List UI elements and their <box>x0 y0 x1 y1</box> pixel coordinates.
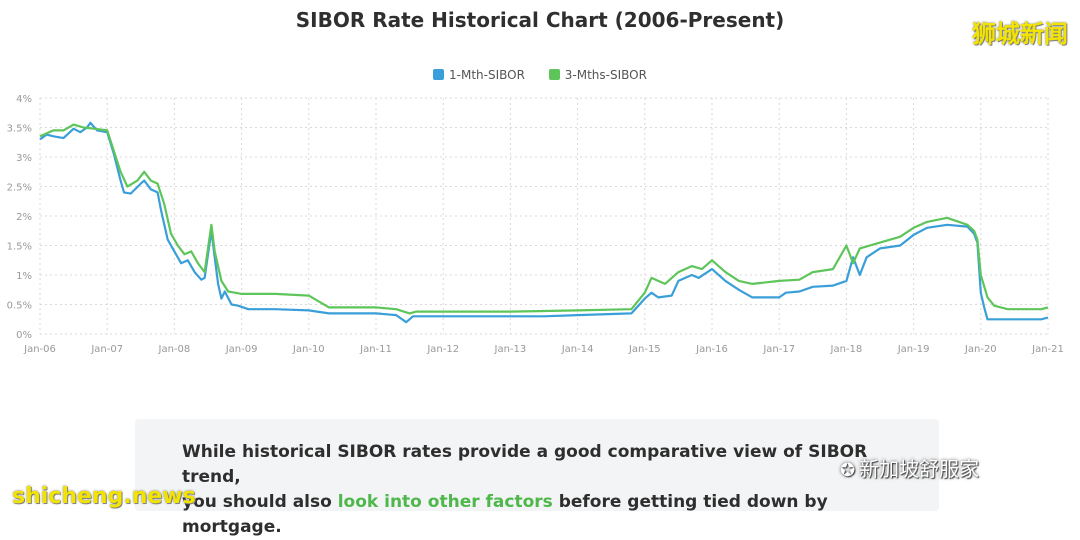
line-chart: 0% 0.5% 1% 1.5% 2% 2.5% 3% 3.5% 4% Jan-06 Jan-07 Ja… <box>7 94 1064 355</box>
x-tick-label: Jan-17 <box>762 344 795 355</box>
x-tick-label: Jan-08 <box>158 344 191 355</box>
caption-text: While historical SIBOR rates provide a g… <box>182 440 922 540</box>
chart-legend: 1-Mth-SIBOR 3-Mths-SIBOR <box>0 68 1080 82</box>
x-tick-label: Jan-21 <box>1031 344 1064 355</box>
x-tick-label: Jan-19 <box>897 344 930 355</box>
x-tick-label: Jan-16 <box>695 344 728 355</box>
watermark-wechat-label: 新加坡舒服家 <box>859 457 980 481</box>
legend-label-1m: 1-Mth-SIBOR <box>449 68 525 82</box>
x-tick-label: Jan-06 <box>23 344 56 355</box>
x-tick-label: Jan-15 <box>628 344 661 355</box>
x-tick-label: Jan-20 <box>964 344 997 355</box>
caption-box <box>135 419 939 511</box>
x-tick-label: Jan-12 <box>426 344 459 355</box>
y-tick-label: 4% <box>16 94 32 105</box>
chart-title: SIBOR Rate Historical Chart (2006-Presen… <box>295 8 785 32</box>
x-tick-label: Jan-07 <box>90 344 123 355</box>
x-tick-label: Jan-10 <box>292 344 325 355</box>
series-line-3-mths-sibor <box>39 123 1049 315</box>
y-tick-label: 3% <box>16 153 32 164</box>
legend-item-3m[interactable]: 3-Mths-SIBOR <box>548 68 647 82</box>
x-tick-label: Jan-09 <box>225 344 258 355</box>
wechat-icon: ✪ <box>840 460 856 481</box>
watermark-top-right: 狮城新闻 <box>972 20 1068 48</box>
legend-label-3m: 3-Mths-SIBOR <box>564 68 647 82</box>
caption-pre: you should also <box>182 492 338 512</box>
y-tick-label: 2% <box>16 212 32 223</box>
y-tick-label: 0% <box>16 330 32 341</box>
legend-item-1m[interactable]: 1-Mth-SIBOR <box>433 68 525 82</box>
watermark-wechat: ✪ 新加坡舒服家 <box>840 453 979 482</box>
legend-swatch-1m <box>433 69 445 80</box>
x-tick-label: Jan-14 <box>561 344 594 355</box>
y-tick-label: 0.5% <box>7 301 32 312</box>
watermark-bottom-left: shicheng.news <box>12 484 196 509</box>
caption-line-2: you should also look into other factors … <box>182 490 922 540</box>
series-line-1-mth-sibor <box>39 121 1049 324</box>
x-tick-label: Jan-18 <box>830 344 863 355</box>
y-tick-label: 1.5% <box>7 242 32 253</box>
y-tick-label: 1% <box>16 271 32 282</box>
x-tick-label: Jan-13 <box>494 344 527 355</box>
x-tick-label: Jan-11 <box>359 344 392 355</box>
caption-link[interactable]: look into other factors <box>337 492 553 512</box>
legend-swatch-3m <box>548 69 560 80</box>
caption-line-1: While historical SIBOR rates provide a g… <box>182 442 868 487</box>
y-tick-label: 3.5% <box>7 124 32 135</box>
y-tick-label: 2.5% <box>7 183 32 194</box>
